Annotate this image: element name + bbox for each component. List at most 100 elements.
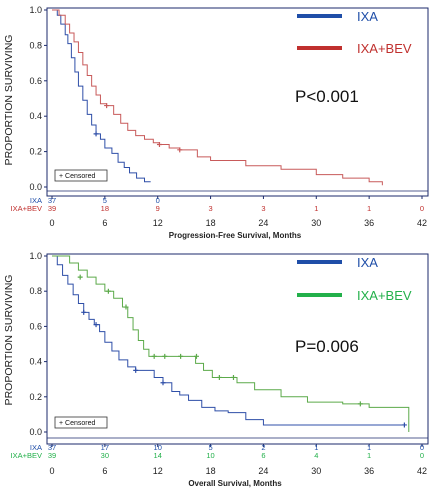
series-line-ixa xyxy=(52,9,151,183)
censor-mark xyxy=(151,353,157,359)
x-tick-label: 6 xyxy=(102,466,107,476)
x-tick-label: 0 xyxy=(49,466,54,476)
x-tick-label: 0 xyxy=(49,218,54,228)
at-risk-count: 5 xyxy=(208,443,212,452)
at-risk-count: 10 xyxy=(206,451,214,460)
series-line-ixa xyxy=(52,255,405,426)
at-risk-row-label: IXA xyxy=(30,443,42,452)
at-risk-count: 37 xyxy=(48,443,56,452)
legend-label: IXA xyxy=(357,9,378,24)
censor-mark xyxy=(193,353,199,359)
at-risk-count: 10 xyxy=(154,443,162,452)
legend-label: IXA xyxy=(357,255,378,270)
at-risk-count: 1 xyxy=(314,204,318,213)
at-risk-count: 1 xyxy=(367,204,371,213)
censor-mark xyxy=(230,374,236,380)
censor-mark xyxy=(160,380,166,386)
p-value: P=0.006 xyxy=(295,337,359,356)
at-risk-count: 17 xyxy=(101,443,109,452)
y-tick-label: 0.4 xyxy=(29,357,42,367)
x-tick-label: 18 xyxy=(206,466,216,476)
x-tick-label: 6 xyxy=(102,218,107,228)
at-risk-count: 18 xyxy=(101,204,109,213)
censored-legend-label: + Censored xyxy=(59,420,95,427)
censored-legend-label: + Censored xyxy=(59,173,95,180)
censor-mark xyxy=(123,304,129,310)
x-axis-label: Progression-Free Survival, Months xyxy=(169,231,302,240)
y-tick-label: 0.0 xyxy=(29,427,42,437)
censor-mark xyxy=(177,147,183,153)
at-risk-count: 3 xyxy=(261,204,265,213)
y-tick-label: 0.2 xyxy=(29,147,42,157)
y-axis-label: PROPORTION SURVIVING xyxy=(3,275,15,406)
x-tick-label: 30 xyxy=(311,218,321,228)
censor-mark xyxy=(93,322,99,328)
at-risk-count: 30 xyxy=(101,451,109,460)
at-risk-count: 6 xyxy=(261,451,265,460)
km-panel-2: 0.00.20.40.60.81.00 6 12 18 24 30 36 42PROPORTI… xyxy=(3,251,429,488)
censor-mark xyxy=(133,367,139,373)
plot-frame xyxy=(46,253,429,445)
at-risk-row-label: IXA+BEV xyxy=(11,204,42,213)
legend-label: IXA+BEV xyxy=(357,288,412,303)
x-axis-label: Overall Survival, Months xyxy=(188,479,282,488)
y-tick-label: 0.6 xyxy=(29,76,42,86)
censor-mark xyxy=(156,142,162,148)
x-tick-label: 30 xyxy=(311,466,321,476)
km-panel-1: 0.00.20.40.60.81.00 6 12 18 24 30 36 42PROPORTI… xyxy=(3,5,429,240)
x-tick-label: 18 xyxy=(206,218,216,228)
at-risk-count: 3 xyxy=(208,204,212,213)
y-tick-label: 1.0 xyxy=(29,5,42,15)
censor-mark xyxy=(93,131,99,137)
at-risk-count: 1 xyxy=(367,451,371,460)
y-axis-label: PROPORTION SURVIVING xyxy=(3,35,15,166)
censor-mark xyxy=(77,274,83,280)
x-tick-label: 36 xyxy=(364,218,374,228)
x-tick-label: 42 xyxy=(417,466,427,476)
at-risk-count: 0 xyxy=(420,204,424,213)
at-risk-count: 4 xyxy=(314,451,318,460)
series-line-ixa-bev xyxy=(52,9,383,186)
censor-mark xyxy=(105,288,111,294)
x-tick-label: 24 xyxy=(258,466,268,476)
censor-mark xyxy=(104,103,110,109)
x-tick-label: 12 xyxy=(153,218,163,228)
at-risk-count: 1 xyxy=(314,443,318,452)
x-tick-label: 36 xyxy=(364,466,374,476)
at-risk-count: 2 xyxy=(261,443,265,452)
censored-legend-box xyxy=(54,169,108,182)
x-tick-label: 24 xyxy=(258,218,268,228)
y-tick-label: 1.0 xyxy=(29,251,42,261)
y-tick-label: 0.8 xyxy=(29,286,42,296)
at-risk-count: 5 xyxy=(103,196,107,205)
at-risk-count: 1 xyxy=(367,443,371,452)
at-risk-count: 37 xyxy=(48,196,56,205)
at-risk-count: 39 xyxy=(48,451,56,460)
at-risk-row-label: IXA+BEV xyxy=(11,451,42,460)
at-risk-count: 0 xyxy=(420,451,424,460)
censor-mark xyxy=(81,309,87,315)
censored-legend-box xyxy=(54,416,108,429)
y-tick-label: 0.8 xyxy=(29,40,42,50)
at-risk-count: 9 xyxy=(156,204,160,213)
at-risk-count: 0 xyxy=(420,443,424,452)
x-tick-label: 42 xyxy=(417,218,427,228)
at-risk-count: 14 xyxy=(154,451,162,460)
x-tick-label: 12 xyxy=(153,466,163,476)
censor-mark xyxy=(178,353,184,359)
y-tick-label: 0.2 xyxy=(29,392,42,402)
censor-mark xyxy=(216,374,222,380)
y-tick-label: 0.6 xyxy=(29,321,42,331)
y-tick-label: 0.4 xyxy=(29,111,42,121)
censor-mark xyxy=(401,422,407,428)
at-risk-count: 39 xyxy=(48,204,56,213)
at-risk-count: 0 xyxy=(156,196,160,205)
censor-mark xyxy=(357,401,363,407)
at-risk-row-label: IXA xyxy=(30,196,42,205)
y-tick-label: 0.0 xyxy=(29,182,42,192)
plot-frame xyxy=(46,7,429,197)
p-value: P<0.001 xyxy=(295,87,359,106)
legend-label: IXA+BEV xyxy=(357,41,412,56)
series-line-ixa-bev xyxy=(52,255,410,432)
